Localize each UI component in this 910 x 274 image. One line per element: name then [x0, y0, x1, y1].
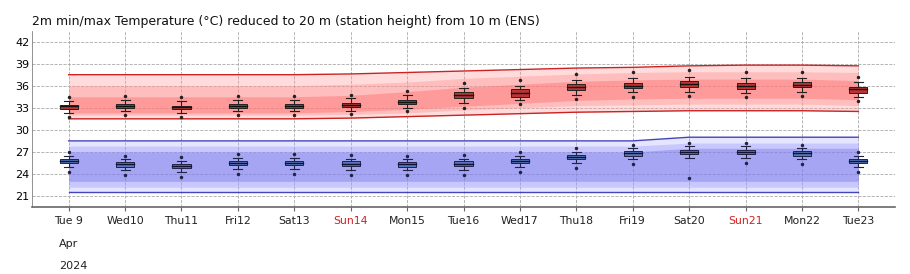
Bar [567, 84, 585, 90]
Text: Apr: Apr [59, 239, 78, 249]
Bar [398, 162, 416, 167]
Text: 2024: 2024 [59, 261, 87, 270]
Bar [398, 100, 416, 104]
Bar [680, 81, 698, 87]
Bar [173, 105, 190, 109]
Bar [341, 103, 359, 107]
Bar [736, 150, 754, 154]
Bar [454, 161, 472, 166]
Bar [116, 104, 134, 108]
Text: 2m min/max Temperature (°C) reduced to 20 m (station height) from 10 m (ENS): 2m min/max Temperature (°C) reduced to 2… [32, 15, 540, 28]
Bar [849, 159, 867, 163]
Bar [736, 83, 754, 89]
Bar [623, 83, 642, 88]
Bar [623, 151, 642, 156]
Bar [173, 164, 190, 168]
Bar [793, 151, 811, 156]
Bar [793, 82, 811, 87]
Bar [116, 162, 134, 167]
Bar [60, 105, 77, 109]
Bar [511, 159, 529, 163]
Bar [285, 161, 303, 165]
Bar [680, 150, 698, 154]
Bar [511, 89, 529, 97]
Bar [60, 159, 77, 163]
Bar [229, 161, 247, 165]
Bar [454, 92, 472, 98]
Bar [341, 161, 359, 166]
Bar [567, 155, 585, 159]
Bar [849, 87, 867, 93]
Bar [229, 104, 247, 108]
Bar [285, 104, 303, 108]
